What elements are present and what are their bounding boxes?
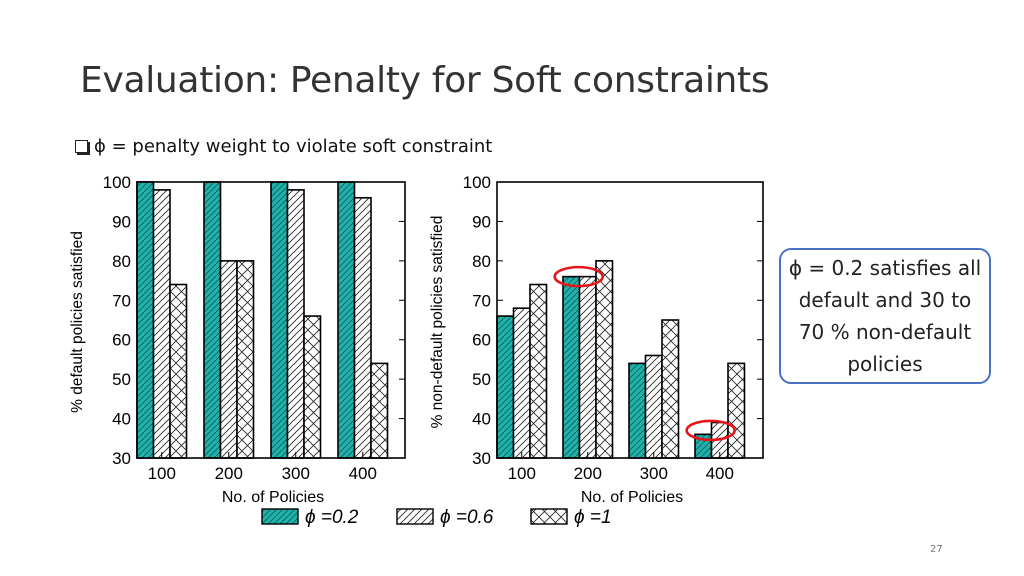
bar-diagonal-200 <box>219 260 238 459</box>
bar-crosshatch-100 <box>169 283 188 459</box>
legend-label: ϕ =0.2 <box>305 507 359 528</box>
bullet-point: ϕ = penalty weight to violate soft const… <box>75 136 492 157</box>
chart-2: 30 40 50 60 70 80 90 100 100 200 300 400 No. of Poli… <box>429 173 764 506</box>
x-tick-label: 300 <box>640 464 668 483</box>
x-tick-label: 200 <box>574 464 602 483</box>
highlight-ellipse <box>685 419 736 442</box>
y-tick-label: 90 <box>112 212 131 231</box>
bar-diagonal-100 <box>152 189 171 459</box>
bullet-text: ϕ = penalty weight to violate soft const… <box>94 136 493 157</box>
y-tick-label: 50 <box>112 370 131 389</box>
y-tick-label: 60 <box>472 331 491 350</box>
checkbox-bullet-icon <box>75 140 88 153</box>
page-number: 27 <box>930 544 943 555</box>
y-tick-label: 80 <box>472 252 491 271</box>
bar-solid-hatch-200 <box>562 275 581 459</box>
plot-frame <box>136 181 406 459</box>
bar-diagonal-400 <box>353 196 372 459</box>
chart-1: 30 40 50 60 70 80 90 100 100 200 300 400 No. of Poli… <box>69 173 406 506</box>
y-axis-label: % default policies satisfied <box>69 231 86 413</box>
plot-frame <box>496 181 764 459</box>
x-tick-label: 100 <box>148 464 176 483</box>
y-tick-label: 40 <box>472 410 491 429</box>
legend-label: ϕ =1 <box>574 507 612 528</box>
bar-diagonal-100 <box>512 307 531 459</box>
bar-crosshatch-200 <box>236 260 255 459</box>
bar-solid-hatch-300 <box>270 181 289 459</box>
legend-label: ϕ =0.6 <box>440 507 494 528</box>
bar-diagonal-200 <box>578 275 597 459</box>
x-tick-label: 400 <box>706 464 734 483</box>
bar-crosshatch-400 <box>727 362 746 459</box>
y-tick-label: 30 <box>112 449 131 468</box>
bar-solid-hatch-100 <box>136 181 155 459</box>
y-tick-label: 100 <box>103 173 131 192</box>
highlight-ellipse <box>553 265 604 288</box>
bar-crosshatch-100 <box>529 283 548 459</box>
x-tick-label: 100 <box>508 464 536 483</box>
bar-solid-hatch-300 <box>628 362 647 459</box>
legend-swatch-diagonal <box>396 508 434 525</box>
legend: ϕ =0.2 ϕ =0.6 ϕ =1 <box>261 507 612 528</box>
y-tick-label: 80 <box>112 252 131 271</box>
y-tick-label: 30 <box>472 449 491 468</box>
x-tick-label: 400 <box>349 464 377 483</box>
bar-crosshatch-300 <box>303 315 322 459</box>
y-tick-label: 40 <box>112 410 131 429</box>
callout-box: ϕ = 0.2 satisfies all default and 30 to … <box>779 248 991 384</box>
bar-solid-hatch-100 <box>496 315 515 459</box>
bar-diagonal-300 <box>286 189 305 459</box>
bar-crosshatch-300 <box>661 319 680 459</box>
legend-swatch-solid-hatch <box>261 508 299 525</box>
legend-swatch-crosshatch <box>530 508 568 525</box>
bar-solid-hatch-400 <box>337 181 356 459</box>
slide-title: Evaluation: Penalty for Soft constraints <box>80 60 770 101</box>
y-tick-label: 50 <box>472 370 491 389</box>
y-tick-label: 70 <box>112 291 131 310</box>
x-tick-label: 300 <box>282 464 310 483</box>
y-tick-label: 100 <box>463 173 491 192</box>
y-axis-label: % non-default policies satisfied <box>429 216 446 429</box>
y-tick-label: 90 <box>472 212 491 231</box>
y-tick-label: 70 <box>472 291 491 310</box>
x-tick-label: 200 <box>215 464 243 483</box>
bar-diagonal-300 <box>644 354 663 459</box>
bar-crosshatch-200 <box>595 260 614 459</box>
x-axis-label: No. of Policies <box>581 489 683 506</box>
x-axis-label: No. of Policies <box>222 489 324 506</box>
bar-solid-hatch-200 <box>203 181 222 459</box>
bar-crosshatch-400 <box>370 362 389 459</box>
y-tick-label: 60 <box>112 331 131 350</box>
